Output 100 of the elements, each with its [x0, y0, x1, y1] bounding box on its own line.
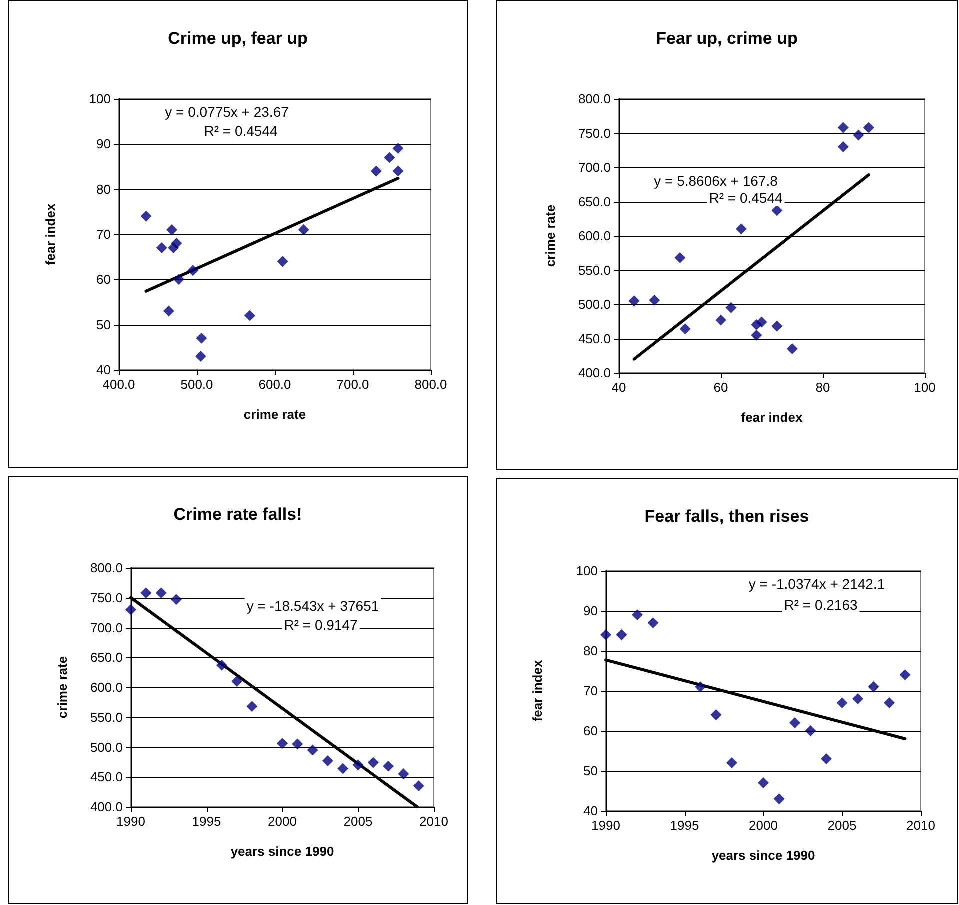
y-tick-label: 90	[584, 604, 598, 618]
y-tick-label: 550.0	[90, 710, 123, 725]
chart-title: Fear up, crime up	[656, 29, 798, 48]
point	[246, 701, 258, 712]
y-tick-label: 750.0	[578, 126, 611, 141]
point	[751, 330, 762, 341]
y-tick-label: 600.0	[90, 680, 123, 695]
x-axis-title: years since 1990	[712, 848, 816, 863]
annotation: y = -18.543x + 37651	[246, 598, 380, 614]
point	[680, 324, 691, 335]
annotation: R² = 0.2163	[784, 597, 858, 613]
point	[370, 166, 382, 177]
x-axis-title: fear index	[741, 410, 804, 425]
annotation: R² = 0.4544	[204, 123, 278, 139]
point	[790, 718, 800, 728]
x-tick-label: 600.0	[258, 377, 292, 392]
x-axis-title: crime rate	[244, 407, 306, 422]
y-tick-label: 60	[96, 272, 111, 288]
y-tick-label: 400.0	[578, 366, 611, 380]
point	[163, 306, 174, 317]
point	[368, 757, 379, 768]
y-tick-label: 40	[584, 804, 598, 818]
point	[695, 682, 706, 692]
point	[774, 794, 785, 804]
x-axis-title: years since 1990	[230, 844, 334, 859]
y-tick-label: 650.0	[90, 650, 123, 666]
point	[674, 252, 686, 264]
x-tick-label: 500.0	[180, 377, 214, 392]
y-tick-label: 650.0	[578, 194, 611, 210]
point	[786, 344, 798, 355]
point	[821, 754, 832, 764]
point	[384, 152, 396, 164]
point	[398, 768, 410, 780]
point	[140, 588, 152, 599]
x-tick-label: 100	[914, 380, 936, 395]
point	[600, 630, 612, 640]
y-tick-label: 70	[96, 227, 111, 242]
point	[352, 760, 364, 771]
point	[174, 274, 185, 286]
point	[758, 778, 769, 788]
x-tick-label: 1990	[592, 818, 620, 833]
point	[170, 594, 182, 606]
point	[838, 141, 849, 152]
point	[648, 618, 659, 628]
y-axis-title: crime rate	[543, 204, 558, 268]
x-tick-label: 2000	[749, 818, 778, 833]
annotation: R² = 0.4544	[709, 190, 783, 206]
point	[710, 710, 722, 720]
y-tick-label: 80	[584, 644, 598, 658]
chart-title: Fear falls, then rises	[644, 507, 810, 526]
y-tick-label: 700.0	[90, 620, 123, 636]
y-tick-label: 750.0	[90, 590, 123, 606]
point	[126, 604, 136, 616]
x-tick-label: 2005	[344, 814, 373, 829]
point	[392, 143, 404, 154]
point	[756, 316, 768, 328]
y-tick-label: 400.0	[90, 800, 123, 814]
y-tick-label: 800.0	[578, 92, 611, 106]
y-tick-label: 60	[584, 724, 598, 738]
point	[156, 242, 168, 254]
point	[628, 296, 640, 307]
y-tick-label: 450.0	[578, 331, 611, 346]
point	[852, 694, 864, 704]
point	[649, 294, 660, 306]
point	[338, 763, 349, 774]
annotation: y = 0.0775x + 23.67	[165, 104, 290, 120]
y-tick-label: 50	[584, 764, 598, 778]
point	[884, 698, 895, 708]
y-tick-label: 70	[584, 684, 598, 698]
point	[277, 256, 288, 268]
point	[716, 314, 726, 326]
point	[726, 758, 738, 768]
point	[772, 205, 783, 216]
y-tick-label: 80	[96, 182, 111, 197]
point	[900, 670, 911, 680]
x-tick-label: 2005	[828, 818, 857, 833]
annotation: R² = 0.9147	[284, 617, 358, 633]
point	[196, 332, 208, 344]
point	[413, 780, 424, 792]
point	[140, 210, 152, 222]
annotation: y = -1.0374x + 2142.1	[748, 576, 886, 592]
point	[868, 682, 880, 692]
chart-title: Crime rate falls!	[174, 505, 302, 524]
point	[863, 122, 874, 134]
point	[156, 588, 167, 599]
point	[616, 630, 628, 640]
y-axis-title: fear index	[530, 660, 545, 722]
point	[853, 130, 864, 141]
y-tick-label: 450.0	[90, 770, 123, 785]
x-tick-label: 40	[612, 380, 626, 395]
x-tick-label: 60	[714, 380, 728, 395]
y-tick-label: 800.0	[90, 560, 123, 576]
point	[277, 738, 288, 750]
y-tick-label: 500.0	[578, 297, 611, 312]
y-tick-label: 90	[96, 136, 111, 152]
y-tick-label: 550.0	[578, 262, 611, 278]
x-tick-label: 80	[816, 380, 830, 395]
point	[726, 302, 737, 314]
point	[298, 224, 310, 236]
y-tick-label: 50	[96, 317, 111, 332]
